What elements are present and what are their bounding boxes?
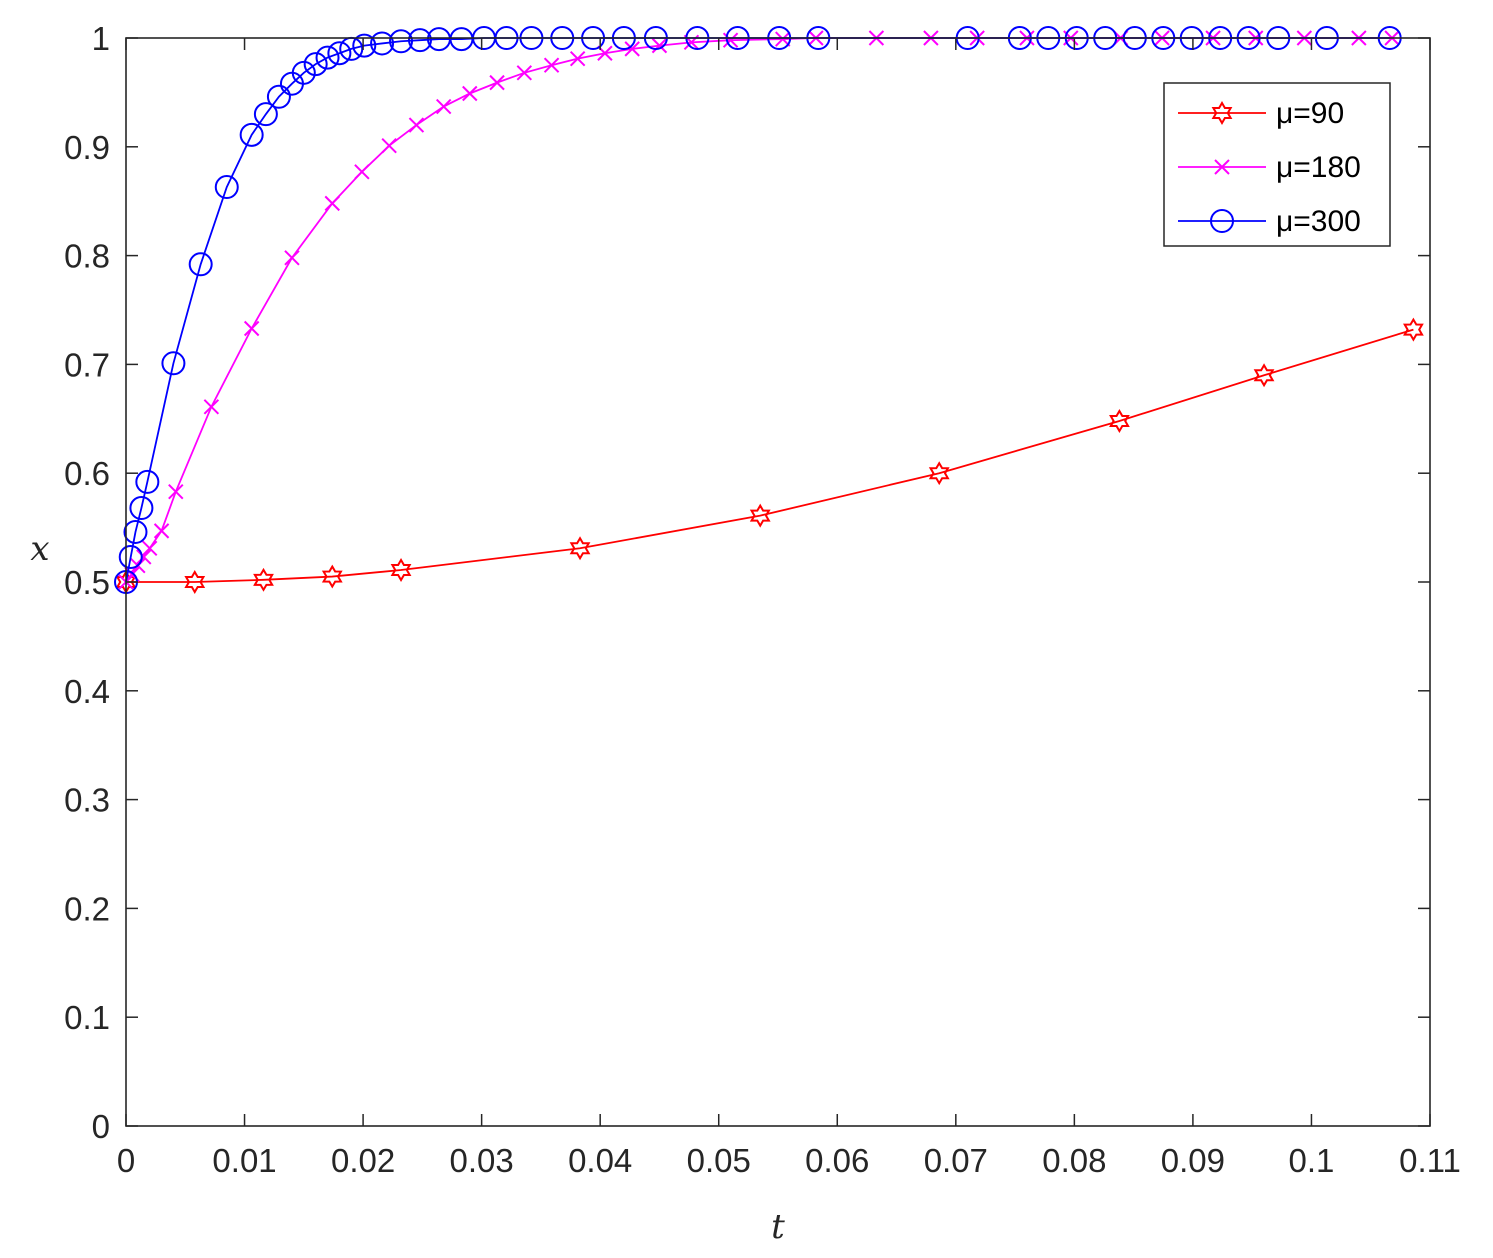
series-0-point-5 — [569, 536, 591, 561]
y-axis-label: x — [30, 529, 49, 569]
legend-label-0: μ=90 — [1276, 97, 1344, 130]
series-2-point-4 — [135, 469, 160, 494]
series-0-point-2 — [253, 567, 274, 592]
series-0-point-10 — [1403, 317, 1424, 342]
legend-box — [1163, 82, 1391, 247]
series-1-point-4 — [142, 540, 158, 556]
series-2-point-2 — [123, 519, 148, 544]
legend-marker-0 — [1211, 101, 1233, 125]
y-tick-label-8: 0.8 — [64, 238, 110, 275]
series-2-point-9 — [253, 102, 278, 127]
series-1-point-5 — [153, 523, 170, 539]
series-2-point-6 — [188, 252, 213, 277]
y-tick-label-2: 0.2 — [64, 890, 110, 927]
series-1-point-11 — [354, 164, 370, 180]
series-0-point-1 — [184, 570, 206, 594]
series-2-point-10 — [266, 84, 291, 109]
series-line-0 — [126, 328, 1414, 583]
series-2-point-20 — [407, 28, 432, 53]
y-tick-label-0: 0 — [92, 1108, 110, 1145]
series-0-point-4 — [390, 558, 412, 583]
series-2-point-17 — [352, 33, 377, 58]
series-2-point-5 — [161, 351, 186, 376]
series-1-point-24 — [722, 32, 739, 48]
x-tick-label-6: 0.06 — [805, 1142, 869, 1179]
series-2-point-19 — [389, 29, 414, 54]
series-1-point-16 — [489, 74, 505, 91]
y-tick-label-5: 0.5 — [64, 564, 110, 601]
x-tick-label-11: 0.11 — [1399, 1142, 1461, 1179]
series-1-point-10 — [324, 195, 340, 212]
legend-marker-1 — [1214, 159, 1230, 175]
series-0-point-6 — [749, 503, 771, 528]
series-2-point-14 — [315, 45, 340, 70]
y-tick-label-10: 1 — [92, 20, 110, 57]
series-1-point-12 — [381, 138, 397, 154]
x-tick-label-8: 0.08 — [1042, 1142, 1106, 1179]
series-1-point-13 — [408, 117, 425, 133]
series-1-point-8 — [243, 320, 260, 337]
series-2-point-7 — [214, 175, 239, 200]
series-1-point-14 — [435, 98, 452, 115]
x-tick-label-4: 0.04 — [568, 1142, 632, 1179]
series-0-point-7 — [928, 461, 950, 486]
series-1-point-3 — [136, 549, 152, 565]
series-2-point-15 — [327, 41, 352, 66]
series-1-point-19 — [569, 50, 586, 67]
axes-layer: 0 0.01 0.02 0.03 0.04 0.05 0.06 0.07 0.08 0.09 0.1… — [64, 20, 1461, 1179]
legend-label-2: μ=300 — [1276, 205, 1361, 238]
series-1-point-15 — [462, 85, 478, 102]
series-1-point-18 — [543, 57, 560, 73]
x-tick-label-3: 0.03 — [450, 1142, 514, 1179]
legend-marker-2 — [1210, 209, 1234, 233]
series-1-point-7 — [203, 399, 220, 415]
series-0-point-3 — [321, 564, 343, 589]
series-2-point-3 — [129, 496, 154, 521]
series-2-point-8 — [239, 122, 264, 147]
series-2-point-12 — [291, 60, 316, 85]
x-axis-label: t — [771, 1207, 785, 1247]
x-tick-label-0: 0 — [117, 1142, 135, 1179]
x-tick-label-10: 0.1 — [1289, 1142, 1335, 1179]
y-tick-label-7: 0.7 — [64, 346, 110, 383]
legend-label-1: μ=180 — [1276, 151, 1361, 184]
y-tick-label-4: 0.4 — [64, 673, 110, 710]
series-1-point-21 — [624, 41, 640, 57]
legend: μ=90 μ=180 μ=300 — [1163, 82, 1391, 247]
y-tick-label-3: 0.3 — [64, 782, 110, 819]
series-1-point-22 — [651, 37, 668, 54]
series-0 — [115, 317, 1424, 594]
series-1-point-17 — [516, 65, 533, 81]
series-2-point-13 — [303, 52, 328, 77]
x-tick-label-1: 0.01 — [212, 1142, 276, 1179]
y-tick-label-1: 0.1 — [64, 999, 110, 1036]
x-tick-label-5: 0.05 — [687, 1142, 751, 1179]
series-1-point-9 — [284, 250, 300, 266]
series-0-point-9 — [1253, 363, 1275, 388]
series-2-point-1 — [118, 544, 143, 569]
series-1-point-6 — [168, 483, 184, 500]
x-tick-label-2: 0.02 — [331, 1142, 395, 1179]
series-2-point-18 — [370, 31, 395, 56]
y-tick-label-6: 0.6 — [64, 455, 110, 492]
y-tick-label-9: 0.9 — [64, 129, 110, 166]
series-0-point-8 — [1109, 408, 1130, 433]
x-tick-label-7: 0.07 — [924, 1142, 988, 1179]
x-tick-label-9: 0.09 — [1161, 1142, 1225, 1179]
